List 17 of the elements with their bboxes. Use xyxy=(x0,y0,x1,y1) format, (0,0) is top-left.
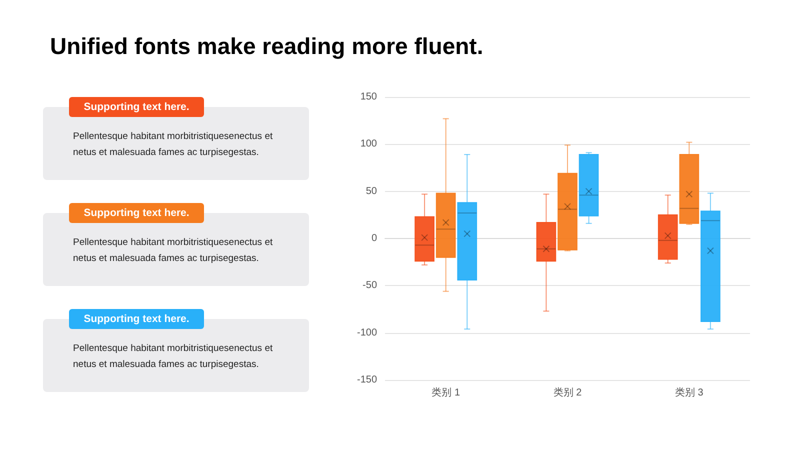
text: Supporting text here. xyxy=(69,309,204,329)
x-tick-label: 类别 2 xyxy=(553,386,582,398)
text: Unified fonts make reading more fluent. xyxy=(50,33,484,60)
text: Pellentesque habitant morbitristiquesenectus et netus et malesuada fames ac turpisegestas. xyxy=(73,236,274,266)
text: Pellentesque habitant morbitristiquesenectus et netus et malesuada fames ac turpisegestas. xyxy=(73,342,274,372)
y-tick-label: 100 xyxy=(360,138,378,150)
x-tick-label: 类别 3 xyxy=(674,386,704,398)
y-tick-label: 0 xyxy=(371,233,378,244)
y-tick-label: -50 xyxy=(362,280,378,292)
y-tick-label: -100 xyxy=(356,327,378,338)
y-tick-label: 150 xyxy=(360,92,378,102)
text: Pellentesque habitant morbitristiquesenectus et netus et malesuada fames ac turpisegestas. xyxy=(73,130,274,160)
y-tick-label: 50 xyxy=(366,186,378,197)
text: Supporting text here. xyxy=(69,97,204,117)
text: Supporting text here. xyxy=(69,203,204,223)
y-tick-label: -150 xyxy=(356,374,378,386)
x-tick-label: 类别 1 xyxy=(432,386,460,398)
